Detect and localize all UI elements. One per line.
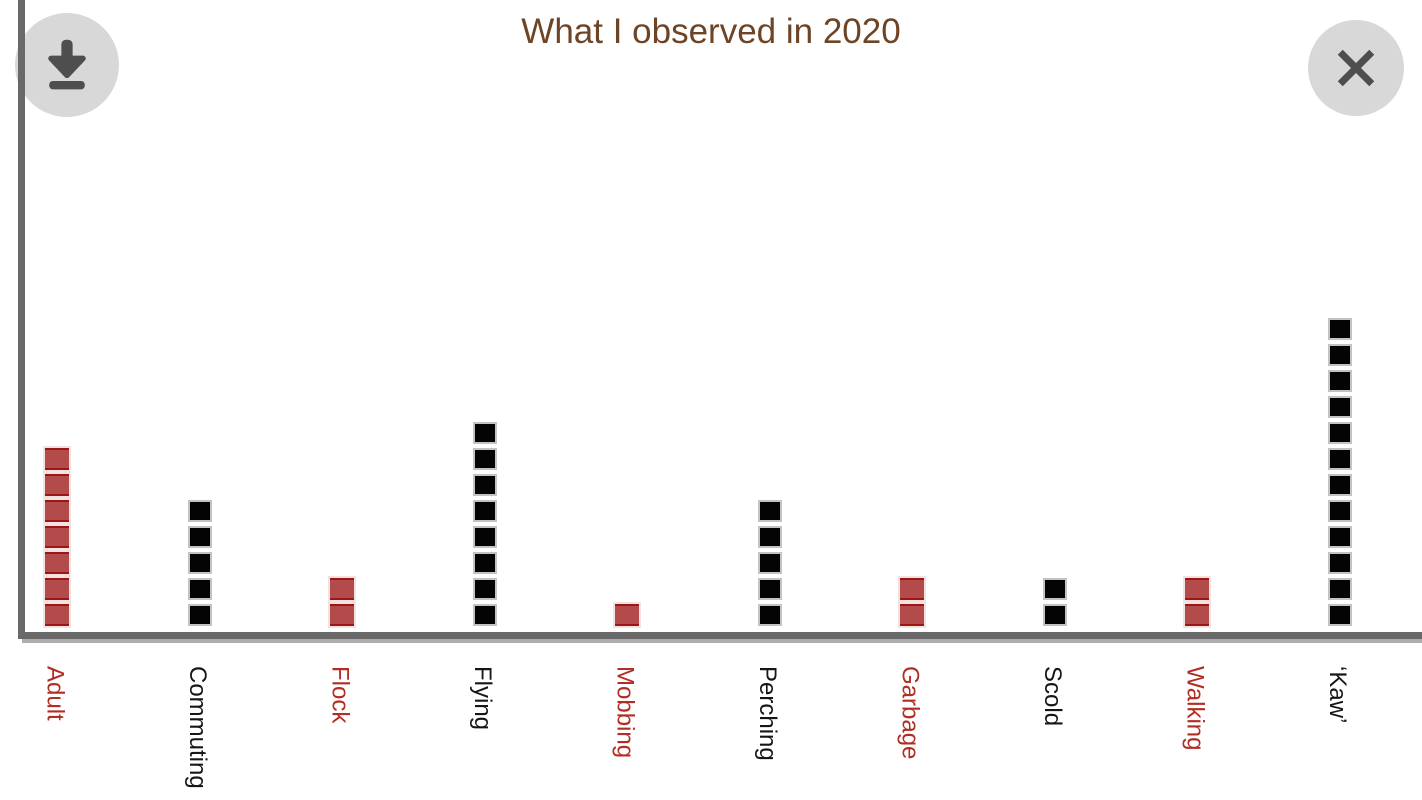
bar-column bbox=[1327, 318, 1352, 626]
observation-square bbox=[898, 602, 926, 628]
observation-square bbox=[1183, 576, 1211, 602]
category-label: ‘Kaw’ bbox=[1324, 666, 1352, 724]
observation-square bbox=[757, 552, 782, 574]
bar-column bbox=[1042, 578, 1067, 626]
observation-square bbox=[898, 576, 926, 602]
observation-square bbox=[43, 446, 71, 472]
x-axis-line bbox=[18, 632, 1422, 639]
observation-square bbox=[757, 500, 782, 522]
observation-square bbox=[757, 604, 782, 626]
observation-square bbox=[1327, 396, 1352, 418]
observation-square bbox=[1183, 602, 1211, 628]
category-label: Perching bbox=[754, 666, 782, 761]
observation-square bbox=[1327, 370, 1352, 392]
download-icon bbox=[48, 39, 86, 90]
bar-column bbox=[613, 602, 641, 628]
observation-square bbox=[472, 422, 497, 444]
y-axis-line bbox=[18, 0, 25, 639]
bar-column bbox=[187, 500, 212, 626]
chart-title: What I observed in 2020 bbox=[521, 12, 901, 51]
observation-square bbox=[472, 578, 497, 600]
observation-square bbox=[43, 602, 71, 628]
observation-square bbox=[757, 526, 782, 548]
category-label: Mobbing bbox=[611, 666, 639, 759]
observation-square bbox=[1327, 448, 1352, 470]
observation-square bbox=[472, 552, 497, 574]
observation-square bbox=[1042, 604, 1067, 626]
observation-square bbox=[187, 526, 212, 548]
observation-square bbox=[43, 498, 71, 524]
observation-square bbox=[613, 602, 641, 628]
category-label: Walking bbox=[1181, 666, 1209, 751]
observation-square bbox=[187, 552, 212, 574]
category-label: Flying bbox=[469, 666, 497, 731]
observation-square bbox=[1327, 500, 1352, 522]
observation-square bbox=[187, 500, 212, 522]
observation-square bbox=[472, 448, 497, 470]
category-label: Flock bbox=[326, 666, 354, 724]
bar-column bbox=[898, 576, 926, 628]
bar-column bbox=[1183, 576, 1211, 628]
category-label: Commuting bbox=[184, 666, 212, 789]
observation-square bbox=[472, 526, 497, 548]
observation-square bbox=[43, 550, 71, 576]
observation-square bbox=[187, 578, 212, 600]
bar-column bbox=[328, 576, 356, 628]
observation-square bbox=[43, 576, 71, 602]
observation-square bbox=[1327, 578, 1352, 600]
close-button[interactable] bbox=[1308, 20, 1404, 116]
observation-square bbox=[328, 576, 356, 602]
category-label: Garbage bbox=[896, 666, 924, 760]
observation-square bbox=[1327, 318, 1352, 340]
observation-square bbox=[472, 500, 497, 522]
observation-square bbox=[1327, 604, 1352, 626]
observation-square bbox=[1327, 344, 1352, 366]
observation-square bbox=[1327, 526, 1352, 548]
close-icon bbox=[1337, 49, 1375, 87]
category-label: Adult bbox=[41, 666, 69, 721]
observation-square bbox=[1327, 422, 1352, 444]
bar-column bbox=[472, 422, 497, 626]
observation-square bbox=[757, 578, 782, 600]
observation-square bbox=[187, 604, 212, 626]
bar-column bbox=[757, 500, 782, 626]
category-label: Scold bbox=[1039, 666, 1067, 727]
observation-square bbox=[43, 524, 71, 550]
observation-square bbox=[1327, 552, 1352, 574]
observation-square bbox=[328, 602, 356, 628]
bar-column bbox=[43, 446, 71, 628]
download-button[interactable] bbox=[15, 13, 119, 117]
observation-square bbox=[43, 472, 71, 498]
observation-square bbox=[1042, 578, 1067, 600]
observation-square bbox=[472, 474, 497, 496]
observation-square bbox=[1327, 474, 1352, 496]
observation-square bbox=[472, 604, 497, 626]
